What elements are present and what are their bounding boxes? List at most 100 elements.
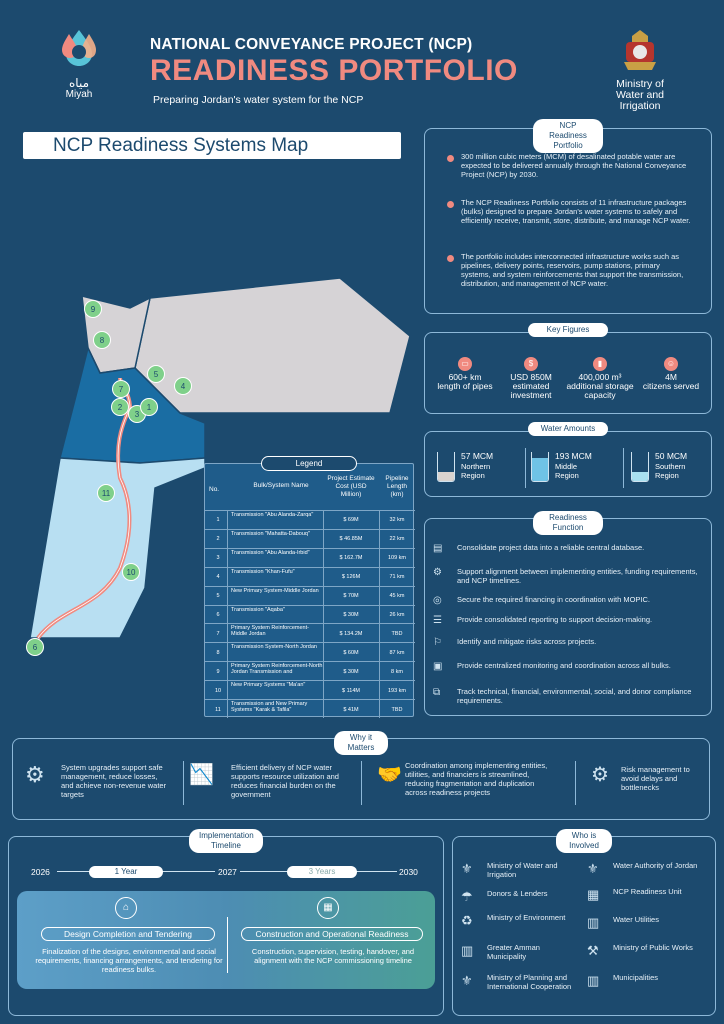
function-icon: ▣: [433, 661, 443, 672]
people-icon: ☺: [664, 357, 678, 371]
function-icon: ▤: [433, 543, 443, 554]
map-marker-8[interactable]: 8: [93, 331, 111, 349]
phase-divider: [227, 917, 228, 973]
phases-box: ⌂ Design Completion and Tendering Finali…: [17, 891, 435, 989]
blueprint-icon: ⌂: [115, 897, 137, 919]
involved-entity: Ministry of Planning and International C…: [487, 973, 572, 991]
figure-citizens: ☺ 4M citizens served: [642, 357, 700, 391]
involved-entity: Water Authority of Jordan: [613, 861, 698, 870]
legend-header-length: Pipeline Length (km): [385, 475, 409, 498]
map-marker-6[interactable]: 6: [26, 638, 44, 656]
water-glass-icon: [631, 452, 649, 482]
organization-icon: ⚜: [461, 973, 473, 988]
portfolio-bullet-1: 300 million cubic meters (MCM) of desali…: [461, 152, 687, 179]
divider: [623, 448, 624, 488]
legend-cell-name: Transmission "Abu Alanda-Irbid": [231, 549, 310, 556]
pipe-icon: ▭: [458, 357, 472, 371]
map-marker-10[interactable]: 10: [122, 563, 140, 581]
legend-cell-cost: $ 114M: [342, 687, 360, 694]
legend-cell-cost: $ 60M: [343, 649, 359, 656]
legend-cell-length: 22 km: [389, 536, 405, 543]
legend-cell-name: New Primary System-Middle Jordan: [231, 587, 319, 594]
why-item-1: System upgrades support safe management,…: [61, 763, 167, 799]
why-item-4: Risk management to avoid delays and bott…: [621, 765, 690, 792]
water-amount-item: 57 MCM Northern Region: [437, 450, 523, 490]
key-figures-tab: Key Figures: [528, 323, 608, 337]
function-icon: ⚙: [433, 567, 442, 578]
why-it-matters-tab: Why it Matters: [334, 731, 388, 755]
water-glass-icon: [437, 452, 455, 482]
legend-cell-no: 5: [216, 593, 220, 600]
map-marker-4[interactable]: 4: [174, 377, 192, 395]
legend-cell-name: New Primary Systems "Ma'an": [231, 682, 306, 689]
readiness-function-tab: Readiness Function: [533, 511, 603, 535]
legend-cell-cost: $ 69M: [343, 517, 359, 524]
legend-panel: Legend No. Bulk/System Name Project Esti…: [204, 456, 415, 718]
legend-cell-no: 11: [215, 706, 221, 713]
map-marker-1[interactable]: 1: [140, 398, 158, 416]
legend-cell-length: 87 km: [389, 649, 405, 656]
map-marker-2[interactable]: 2: [111, 398, 129, 416]
water-level: [632, 471, 648, 481]
involved-entity: Municipalities: [613, 973, 659, 982]
legend-row: 2 Transmission "Mahatta-Dabouq" $ 46.85M 22…: [205, 528, 415, 548]
brand-english: Miyah: [65, 89, 93, 100]
coat-of-arms-icon: [624, 30, 656, 70]
storage-icon: ▮: [593, 357, 607, 371]
map-title: NCP Readiness Systems Map: [53, 135, 309, 156]
legend-cell-name: Transmission "Mahatta-Dabouq": [231, 530, 310, 537]
function-icon: ⚐: [433, 637, 442, 648]
legend-cell-cost: $ 126M: [341, 574, 361, 581]
map-marker-9[interactable]: 9: [84, 300, 102, 318]
organization-icon: ⚒: [587, 943, 599, 958]
legend-cell-length: 8 km: [391, 668, 403, 675]
timeline-tab: Implementation Timeline: [189, 829, 263, 853]
legend-column-line: [323, 510, 324, 718]
function-item: Provide consolidated reporting to suppor…: [457, 615, 653, 624]
legend-cell-no: 3: [216, 555, 220, 562]
map-marker-7[interactable]: 7: [112, 380, 130, 398]
water-amount-label: Northern Region: [461, 462, 491, 480]
function-item: Provide centralized monitoring and coord…: [457, 661, 671, 670]
handshake-icon: 🤝: [377, 764, 402, 786]
legend-cell-cost: $ 70M: [343, 593, 359, 600]
legend-rows: 1 Transmission "Abu Alanda-Zarqa" $ 69M 32 …: [205, 510, 415, 718]
legend-row: 9 Primary System Reinforcement-North Jord…: [205, 661, 415, 680]
legend-cell-name: Transmission "Khan-Fufu": [231, 568, 295, 575]
water-amount-value: 193 MCM: [555, 451, 592, 461]
why-it-matters-panel: Why it Matters ⚙ System upgrades support…: [12, 731, 710, 820]
legend-row: 7 Primary System Reinforcement-Middle Jor…: [205, 623, 415, 642]
phase-construction-desc: Construction, supervision, testing, hand…: [251, 947, 415, 965]
legend-cell-length: 193 km: [387, 687, 407, 694]
function-icon: ⧉: [433, 687, 441, 698]
map-marker-5[interactable]: 5: [147, 365, 165, 383]
divider: [525, 448, 526, 488]
legend-row: 5 New Primary System-Middle Jordan $ 70M 45…: [205, 585, 415, 605]
organization-icon: ☂: [461, 889, 473, 904]
legend-cell-cost: $ 30M: [343, 611, 359, 618]
legend-cell-name: Transmission "Aqaba": [231, 606, 285, 613]
miyah-logo: مياه Miyah: [56, 26, 102, 100]
legend-row: 3 Transmission "Abu Alanda-Irbid" $ 162.7M…: [205, 547, 415, 567]
organization-icon: ⚜: [461, 861, 473, 876]
year-2030: 2030: [399, 867, 418, 877]
organization-icon: ⚜: [587, 861, 599, 876]
legend-tab: Legend: [261, 456, 357, 471]
legend-header-cost: Project Estimate Cost (USD Million): [327, 475, 375, 498]
water-level: [438, 471, 454, 481]
why-item-2: Efficient delivery of NCP water supports…: [231, 763, 339, 799]
involved-entity: NCP Readiness Unit: [613, 887, 682, 896]
readiness-function-panel: Readiness Function ▤ Consolidate project …: [424, 511, 712, 716]
legend-cell-length: 71 km: [389, 574, 405, 581]
map-marker-11[interactable]: 11: [97, 484, 115, 502]
involved-entity: Ministry of Water and Irrigation: [487, 861, 558, 879]
header-title-line1: NATIONAL CONVEYANCE PROJECT (NCP): [150, 36, 473, 53]
legend-cell-cost: $ 162.7M: [339, 555, 363, 562]
divider: [183, 761, 184, 805]
ministry-name: Ministry of Water and Irrigation: [615, 78, 665, 112]
legend-cell-no: 8: [216, 649, 220, 656]
bullet-dot: [447, 155, 454, 162]
legend-cell-cost: $ 30M: [343, 668, 359, 675]
organization-icon: ▥: [587, 973, 600, 988]
water-amount-value: 50 MCM: [655, 451, 688, 461]
